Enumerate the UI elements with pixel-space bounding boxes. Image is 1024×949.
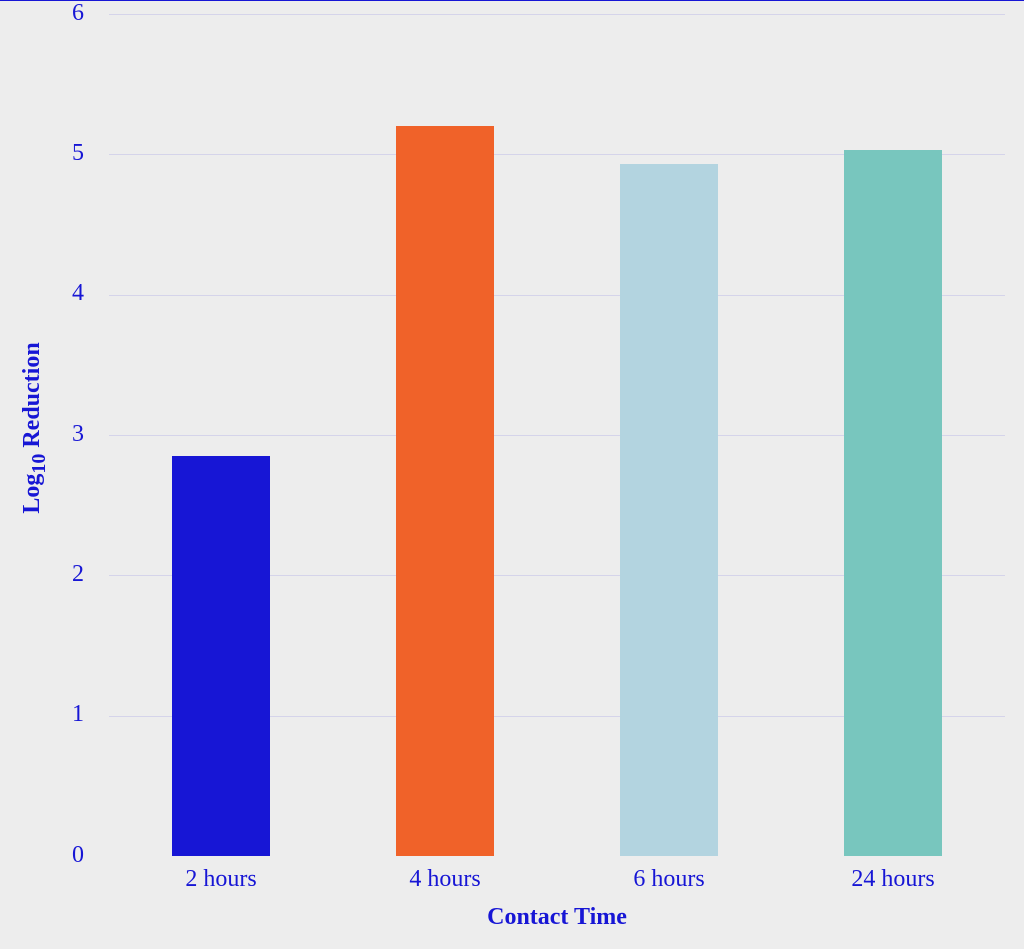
y-tick-label: 4 [0, 280, 84, 307]
y-tick-label: 6 [0, 0, 84, 27]
plot-area [109, 0, 1005, 856]
y-tick-label: 1 [0, 701, 84, 728]
y-axis-label-prefix: Log [19, 474, 45, 514]
bar [844, 150, 943, 856]
y-tick-label: 5 [0, 140, 84, 167]
gridline [109, 14, 1005, 15]
y-axis-label: Log10 Reduction [19, 342, 51, 513]
y-tick-label: 2 [0, 561, 84, 588]
bar [620, 164, 719, 856]
x-tick-label: 2 hours [185, 866, 256, 893]
x-tick-label: 6 hours [633, 866, 704, 893]
x-tick-label: 4 hours [409, 866, 480, 893]
x-tick-label: 24 hours [851, 866, 934, 893]
y-axis-label-sub: 10 [28, 454, 50, 474]
y-tick-label: 0 [0, 842, 84, 869]
bar-chart: 0123456 2 hours4 hours6 hours24 hours Lo… [0, 0, 1024, 949]
y-axis-label-suffix: Reduction [19, 342, 45, 453]
x-axis-label: Contact Time [487, 904, 627, 931]
bar [172, 456, 271, 856]
bar [396, 126, 495, 856]
